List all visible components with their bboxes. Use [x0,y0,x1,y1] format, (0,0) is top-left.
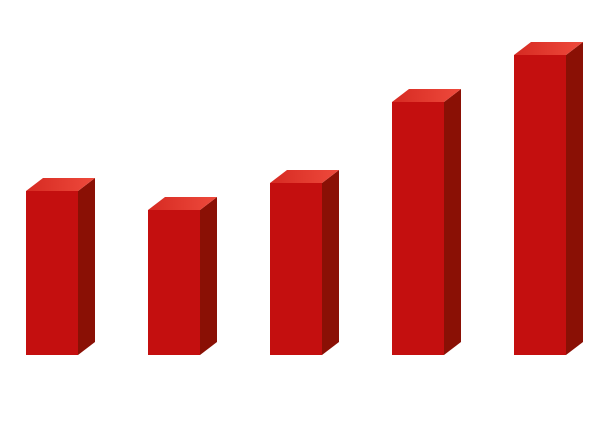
bar-side [78,178,95,355]
bar-top [392,89,461,102]
bar-side [322,170,339,355]
bar [148,210,200,355]
bar-top [148,197,217,210]
bar-top [270,170,339,183]
bar-side [444,89,461,355]
bar-side [566,42,583,355]
bar-top [26,178,95,191]
bar-top [514,42,583,55]
bar [270,183,322,355]
bar [514,55,566,355]
bar [392,102,444,355]
bar [26,191,78,355]
bar-side [200,197,217,355]
